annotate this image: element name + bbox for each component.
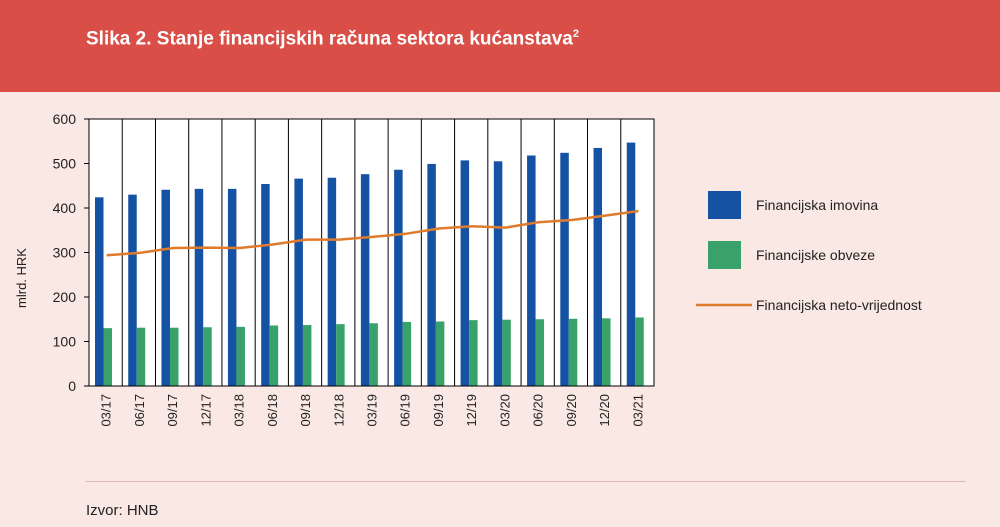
line-net-worth bbox=[106, 209, 639, 257]
bar-liabilities bbox=[535, 319, 545, 386]
x-tick-label: 09/19 bbox=[431, 394, 446, 427]
y-tick-label: 200 bbox=[53, 289, 77, 305]
x-tick-label: 12/20 bbox=[597, 394, 612, 427]
x-tick-label: 03/21 bbox=[630, 394, 645, 427]
bar-liabilities bbox=[635, 317, 644, 386]
x-tick-label: 03/19 bbox=[365, 394, 380, 427]
y-tick-label: 300 bbox=[53, 245, 77, 261]
bar-assets bbox=[227, 188, 237, 386]
bar-liabilities bbox=[435, 321, 445, 386]
y-axis-label: mlrd. HRK bbox=[14, 248, 29, 308]
bar-assets bbox=[427, 163, 436, 386]
bar-assets bbox=[128, 194, 137, 386]
bar-assets bbox=[261, 183, 270, 386]
bar-assets bbox=[294, 178, 303, 386]
legend-label: Financijske obveze bbox=[756, 247, 875, 263]
x-tick-label: 09/20 bbox=[564, 394, 579, 427]
chart: 0 100 200 300 400 500 600 03/17 06/17 09/17 12/17 0… bbox=[14, 111, 922, 427]
bar-assets bbox=[327, 177, 337, 386]
bar-liabilities bbox=[602, 318, 611, 386]
bar-assets bbox=[593, 147, 603, 386]
bar-liabilities bbox=[136, 327, 146, 386]
bar-liabilities bbox=[402, 321, 412, 386]
y-tick-label: 400 bbox=[53, 200, 77, 216]
title-bar: Slika 2. Stanje financijskih računa sekt… bbox=[0, 0, 1000, 92]
bar-assets bbox=[493, 161, 503, 386]
y-tick-label: 500 bbox=[53, 156, 77, 172]
x-tick-label: 09/18 bbox=[298, 394, 313, 427]
bar-assets bbox=[527, 155, 536, 386]
source-note: Izvor: HNB bbox=[86, 502, 159, 519]
x-tick-label: 12/19 bbox=[464, 394, 479, 427]
x-tick-label: 06/17 bbox=[132, 394, 147, 427]
y-tick-label: 600 bbox=[53, 111, 77, 127]
y-tick-label: 100 bbox=[53, 334, 77, 350]
legend-label: Financijska imovina bbox=[756, 197, 878, 213]
title-footnote: 2 bbox=[572, 28, 579, 40]
bar-liabilities bbox=[169, 327, 179, 386]
x-tick-label: 06/18 bbox=[265, 394, 280, 427]
x-tick-label: 09/17 bbox=[165, 394, 180, 427]
bar-liabilities bbox=[236, 326, 245, 386]
x-tick-label: 03/18 bbox=[232, 394, 247, 427]
bar-assets bbox=[95, 197, 104, 386]
bar-assets bbox=[560, 152, 569, 386]
divider-line bbox=[86, 481, 966, 482]
bar-assets bbox=[626, 142, 636, 386]
x-tick-label: 06/19 bbox=[398, 394, 413, 427]
bar-liabilities bbox=[103, 328, 112, 386]
bar-assets bbox=[194, 188, 204, 386]
x-tick-label: 12/18 bbox=[331, 394, 346, 427]
bar-assets bbox=[360, 174, 370, 386]
bar-liabilities bbox=[469, 320, 478, 386]
bar-liabilities bbox=[203, 327, 212, 386]
bar-liabilities bbox=[568, 318, 578, 386]
legend-label: Financijska neto-vrijednost bbox=[756, 297, 922, 313]
legend-swatch bbox=[708, 191, 741, 219]
bar-liabilities bbox=[336, 324, 345, 386]
bar-liabilities bbox=[502, 319, 511, 386]
bar-assets bbox=[460, 160, 470, 386]
x-tick-label: 03/20 bbox=[497, 394, 512, 427]
chart-title-text: Slika 2. Stanje financijskih računa sekt… bbox=[86, 28, 573, 50]
y-tick-label: 0 bbox=[68, 378, 76, 394]
bar-liabilities bbox=[302, 325, 312, 386]
bar-liabilities bbox=[269, 325, 279, 386]
bar-assets bbox=[161, 189, 170, 386]
chart-title: Slika 2. Stanje financijskih računa sekt… bbox=[86, 28, 579, 50]
bar-liabilities bbox=[369, 323, 378, 386]
bar-assets bbox=[394, 169, 403, 386]
legend-swatch bbox=[708, 241, 741, 269]
x-tick-label: 03/17 bbox=[99, 394, 114, 427]
x-tick-label: 12/17 bbox=[198, 394, 213, 427]
x-tick-label: 06/20 bbox=[531, 394, 546, 427]
